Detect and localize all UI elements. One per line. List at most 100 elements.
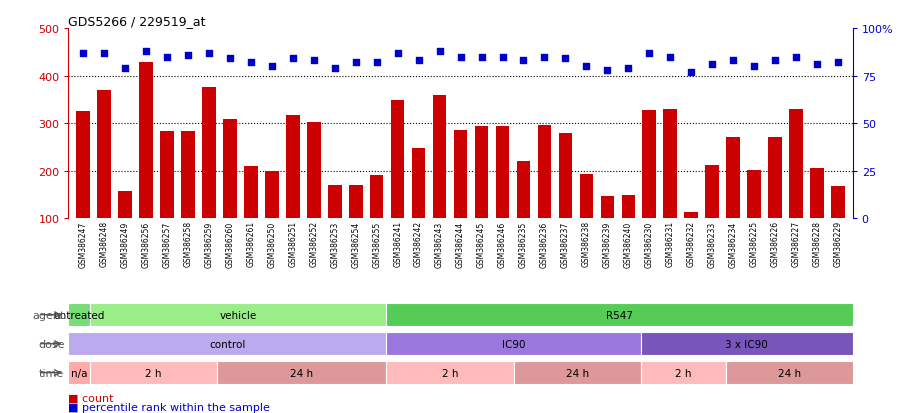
Bar <box>725 138 739 219</box>
Text: GSM386230: GSM386230 <box>644 221 653 267</box>
Text: GSM386250: GSM386250 <box>267 221 276 267</box>
Bar <box>788 109 802 219</box>
Text: GSM386225: GSM386225 <box>749 221 758 267</box>
Bar <box>746 171 760 219</box>
Text: dose: dose <box>38 339 65 349</box>
Text: GSM386256: GSM386256 <box>141 221 150 267</box>
Bar <box>286 115 300 219</box>
Bar <box>68 332 386 355</box>
Bar <box>809 169 823 219</box>
Bar <box>662 109 676 219</box>
Bar <box>202 88 216 219</box>
Bar <box>386 304 852 326</box>
Bar <box>386 361 513 384</box>
Text: GSM386231: GSM386231 <box>665 221 674 267</box>
Text: GSM386233: GSM386233 <box>707 221 716 267</box>
Text: GSM386234: GSM386234 <box>728 221 737 267</box>
Text: GSM386255: GSM386255 <box>372 221 381 267</box>
Bar <box>620 195 634 219</box>
Point <box>809 62 824 68</box>
Bar <box>391 101 404 219</box>
Text: GSM386247: GSM386247 <box>78 221 87 267</box>
Text: GSM386242: GSM386242 <box>414 221 423 267</box>
Point <box>76 50 90 57</box>
Text: GSM386238: GSM386238 <box>581 221 590 267</box>
Bar <box>160 132 174 219</box>
Text: n/a: n/a <box>71 368 87 378</box>
Text: control: control <box>209 339 245 349</box>
Text: agent: agent <box>32 310 65 320</box>
Point <box>390 50 404 57</box>
Text: 2 h: 2 h <box>441 368 457 378</box>
Point <box>159 54 174 61</box>
Bar <box>349 186 362 219</box>
Point <box>516 58 530 64</box>
Text: GSM386229: GSM386229 <box>833 221 842 267</box>
Text: GSM386237: GSM386237 <box>560 221 569 267</box>
Text: GSM386236: GSM386236 <box>539 221 548 267</box>
Point <box>558 56 572 63</box>
Text: GSM386239: GSM386239 <box>602 221 611 267</box>
Text: 3 x IC90: 3 x IC90 <box>724 339 767 349</box>
Point <box>662 54 677 61</box>
Text: time: time <box>39 368 65 378</box>
Text: GSM386243: GSM386243 <box>435 221 444 267</box>
Point <box>767 58 782 64</box>
Text: GSM386258: GSM386258 <box>183 221 192 267</box>
Bar <box>641 111 655 219</box>
Bar <box>370 175 383 219</box>
Bar <box>307 123 321 219</box>
Text: GSM386249: GSM386249 <box>120 221 129 267</box>
Text: GSM386241: GSM386241 <box>393 221 402 267</box>
Text: R547: R547 <box>606 310 632 320</box>
Point <box>830 60 844 66</box>
Point <box>306 58 321 64</box>
Bar <box>578 175 592 219</box>
Point <box>704 62 719 68</box>
Point <box>620 66 635 72</box>
Text: GSM386259: GSM386259 <box>204 221 213 267</box>
Text: GSM386244: GSM386244 <box>456 221 465 267</box>
Text: GSM386246: GSM386246 <box>497 221 507 267</box>
Point <box>599 67 614 74</box>
Text: GSM386253: GSM386253 <box>330 221 339 267</box>
Text: 2 h: 2 h <box>674 368 691 378</box>
Text: ■ count: ■ count <box>68 392 114 402</box>
Bar <box>412 149 425 219</box>
Text: GSM386260: GSM386260 <box>225 221 234 267</box>
Point <box>97 50 111 57</box>
Bar <box>244 166 258 219</box>
Bar <box>496 126 508 219</box>
Point <box>641 50 656 57</box>
Bar <box>97 90 111 219</box>
Point <box>474 54 488 61</box>
Point <box>495 54 509 61</box>
Bar <box>454 131 466 219</box>
Text: GSM386227: GSM386227 <box>791 221 800 267</box>
Point <box>578 64 593 70</box>
Bar <box>475 127 487 219</box>
Text: GSM386228: GSM386228 <box>812 221 821 267</box>
Text: vehicle: vehicle <box>220 310 256 320</box>
Point <box>537 54 551 61</box>
Bar <box>513 361 640 384</box>
Bar <box>683 213 697 219</box>
Point <box>746 64 761 70</box>
Bar <box>725 361 852 384</box>
Point <box>348 60 363 66</box>
Bar <box>433 95 445 219</box>
Bar <box>517 162 529 219</box>
Text: ■ percentile rank within the sample: ■ percentile rank within the sample <box>68 402 270 412</box>
Bar <box>537 126 550 219</box>
Point <box>453 54 467 61</box>
Bar <box>89 361 217 384</box>
Bar <box>386 332 640 355</box>
Bar <box>640 361 725 384</box>
Point <box>222 56 237 63</box>
Bar <box>77 112 90 219</box>
Text: GSM386245: GSM386245 <box>476 221 486 267</box>
Text: GSM386251: GSM386251 <box>288 221 297 267</box>
Bar <box>328 186 342 219</box>
Text: untreated: untreated <box>53 310 105 320</box>
Text: GSM386254: GSM386254 <box>351 221 360 267</box>
